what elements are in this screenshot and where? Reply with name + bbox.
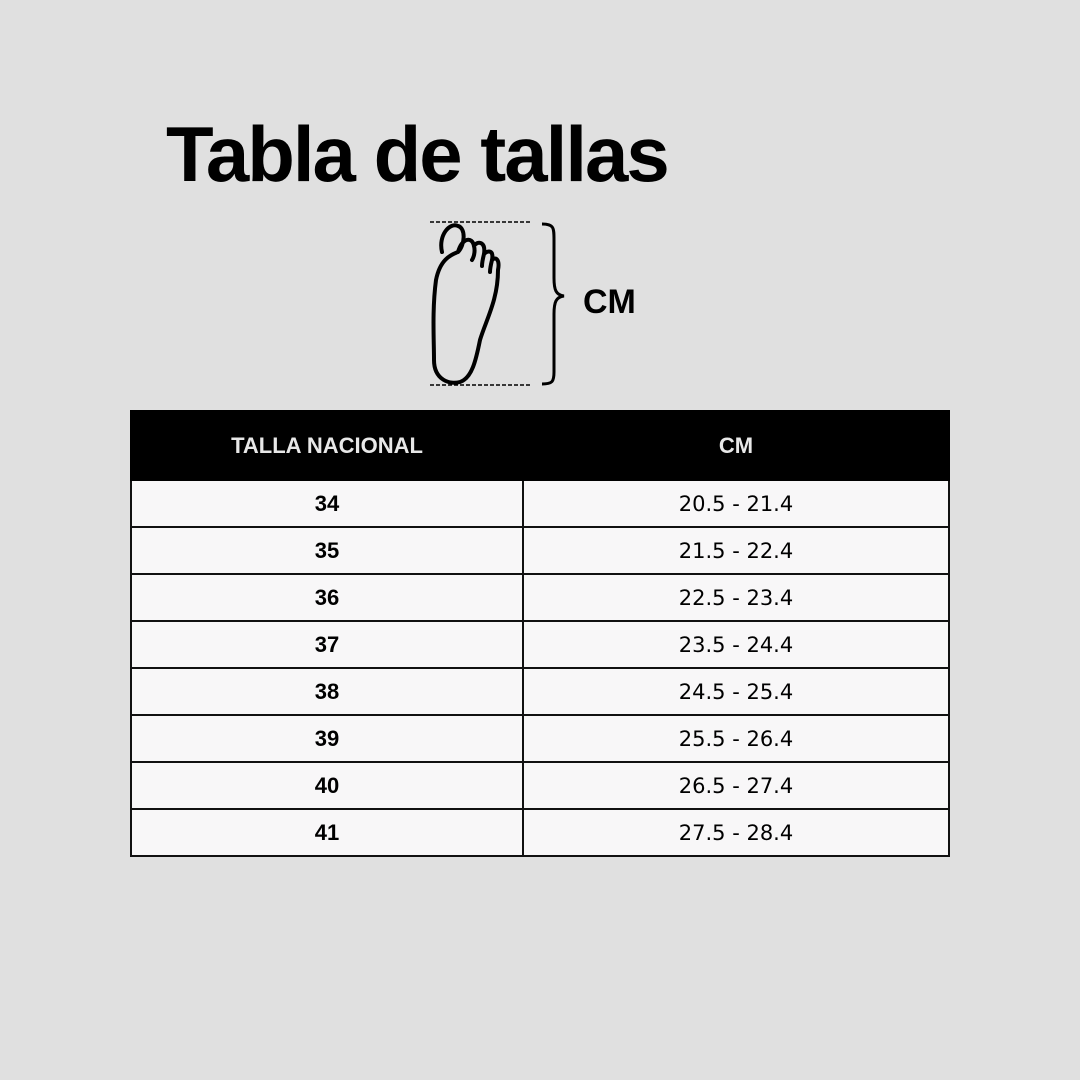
header-cm: CM [522,410,950,481]
cm-range-cell: 20.5 - 21.4 [522,479,950,528]
size-cell: 41 [130,808,524,857]
table-row: 39 25.5 - 26.4 [130,714,950,763]
cm-range-cell: 22.5 - 23.4 [522,573,950,622]
table-row: 36 22.5 - 23.4 [130,573,950,622]
cm-range-cell: 23.5 - 24.4 [522,620,950,669]
foot-outline-icon [430,221,565,386]
size-cell: 34 [130,479,524,528]
page-title: Tabla de tallas [166,110,670,198]
table-row: 35 21.5 - 22.4 [130,526,950,575]
size-cell: 40 [130,761,524,810]
table-header-row: TALLA NACIONAL CM [130,410,950,481]
table-row: 38 24.5 - 25.4 [130,667,950,716]
size-cell: 38 [130,667,524,716]
cm-range-cell: 26.5 - 27.4 [522,761,950,810]
measure-label: CM [583,283,636,321]
table-row: 41 27.5 - 28.4 [130,808,950,857]
size-cell: 39 [130,714,524,763]
size-cell: 36 [130,573,524,622]
size-table: TALLA NACIONAL CM 34 20.5 - 21.4 35 21.5 - … [130,410,950,857]
header-talla-nacional: TALLA NACIONAL [130,410,524,481]
cm-range-cell: 27.5 - 28.4 [522,808,950,857]
cm-range-cell: 25.5 - 26.4 [522,714,950,763]
cm-range-cell: 24.5 - 25.4 [522,667,950,716]
table-row: 37 23.5 - 24.4 [130,620,950,669]
size-cell: 35 [130,526,524,575]
table-row: 34 20.5 - 21.4 [130,479,950,528]
cm-range-cell: 21.5 - 22.4 [522,526,950,575]
size-cell: 37 [130,620,524,669]
table-row: 40 26.5 - 27.4 [130,761,950,810]
